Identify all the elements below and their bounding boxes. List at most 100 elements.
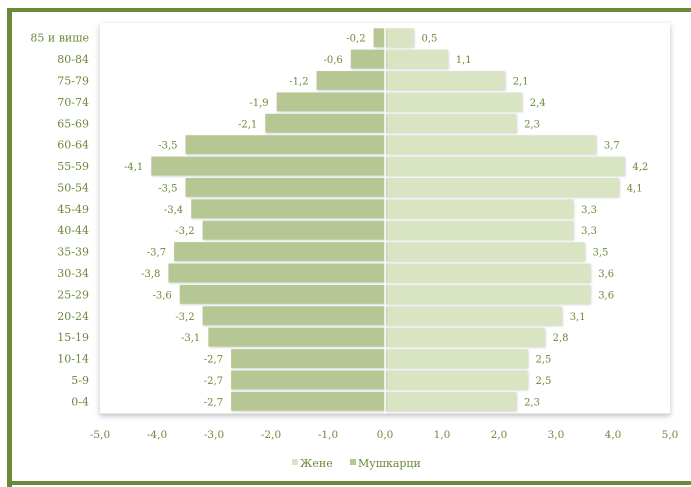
male-bar <box>202 306 385 326</box>
male-data-label: -0,6 <box>324 55 343 66</box>
x-tick-label: -2,0 <box>261 429 281 441</box>
female-bar <box>385 306 562 326</box>
female-data-label: 2,3 <box>524 397 540 408</box>
female-bar <box>385 113 517 133</box>
legend-label: Мушкарци <box>358 457 421 470</box>
x-tick-label: 3,0 <box>548 429 565 441</box>
male-data-label: -2,7 <box>204 355 223 366</box>
male-bar <box>202 220 385 240</box>
male-bar <box>191 199 385 219</box>
male-data-label: -3,4 <box>164 205 183 216</box>
x-tick-label: 2,0 <box>491 429 508 441</box>
female-bar <box>385 391 517 411</box>
male-bar <box>231 370 385 390</box>
male-data-label: -2,7 <box>204 376 223 387</box>
x-tick-label: 5,0 <box>662 429 679 441</box>
x-tick-label: -1,0 <box>318 429 338 441</box>
male-data-label: -3,5 <box>158 141 177 152</box>
category-label: 10-14 <box>57 353 89 366</box>
male-bar <box>231 349 385 368</box>
x-tick-label: 1,0 <box>434 429 451 441</box>
category-label: 80-84 <box>57 53 89 66</box>
female-bar <box>385 220 574 240</box>
category-label: 70-74 <box>57 96 89 109</box>
female-bar <box>385 92 522 112</box>
category-label: 65-69 <box>57 117 89 130</box>
category-label: 5-9 <box>71 374 89 387</box>
legend-swatch <box>350 459 356 465</box>
male-bar <box>179 284 385 304</box>
male-bar <box>231 391 385 411</box>
male-data-label: -3,8 <box>141 269 160 280</box>
female-bar <box>385 284 591 304</box>
legend-swatch <box>292 459 298 465</box>
female-data-label: 0,5 <box>422 34 438 45</box>
male-data-label: -2,1 <box>238 119 257 130</box>
male-bar <box>350 49 385 69</box>
male-bar <box>174 242 385 261</box>
x-tick-label: -3,0 <box>204 429 224 441</box>
category-label: 85 и више <box>30 32 89 45</box>
category-label: 20-24 <box>57 310 89 323</box>
female-bar <box>385 370 528 390</box>
category-label: 45-49 <box>57 203 89 216</box>
x-tick-label: 4,0 <box>605 429 622 441</box>
female-data-label: 2,1 <box>513 76 529 87</box>
chart-frame-bottom <box>7 481 691 485</box>
male-bar <box>373 28 385 48</box>
category-label: 55-59 <box>57 160 89 173</box>
female-bar <box>385 263 591 283</box>
female-data-label: 4,2 <box>632 162 648 173</box>
female-bar <box>385 327 545 347</box>
x-tick-label: -5,0 <box>90 429 110 441</box>
male-bar <box>265 113 385 133</box>
female-bar <box>385 135 596 155</box>
male-data-label: -1,2 <box>289 76 308 87</box>
category-label: 30-34 <box>57 267 89 280</box>
female-data-label: 2,8 <box>553 333 569 344</box>
male-data-label: -0,2 <box>346 34 365 45</box>
female-data-label: 2,4 <box>530 98 546 109</box>
male-bar <box>276 92 385 112</box>
female-data-label: 2,5 <box>536 355 552 366</box>
female-data-label: 3,5 <box>593 248 609 259</box>
male-bar <box>151 156 385 176</box>
female-data-label: 3,7 <box>604 141 620 152</box>
female-data-label: 3,6 <box>598 269 614 280</box>
male-data-label: -3,2 <box>175 312 194 323</box>
male-bar <box>208 327 385 347</box>
female-data-label: 2,3 <box>524 119 540 130</box>
female-bar <box>385 156 625 176</box>
female-data-label: 3,6 <box>598 290 614 301</box>
female-data-label: 3,1 <box>570 312 586 323</box>
category-label: 40-44 <box>57 224 89 237</box>
legend-label: Жене <box>300 457 333 470</box>
male-data-label: -4,1 <box>124 162 143 173</box>
female-bar <box>385 242 585 261</box>
category-label: 35-39 <box>57 246 89 259</box>
female-bar <box>385 199 574 219</box>
male-bar <box>185 135 385 155</box>
female-bar <box>385 178 619 197</box>
female-data-label: 3,3 <box>581 226 597 237</box>
category-label: 15-19 <box>57 331 89 344</box>
x-tick-label: -4,0 <box>147 429 167 441</box>
male-data-label: -3,6 <box>153 290 172 301</box>
female-bar <box>385 71 505 90</box>
category-label: 0-4 <box>71 395 89 408</box>
male-data-label: -3,2 <box>175 226 194 237</box>
category-label: 75-79 <box>57 74 89 87</box>
x-tick-label: 0,0 <box>377 429 394 441</box>
male-bar <box>316 71 385 90</box>
male-data-label: -3,7 <box>147 248 166 259</box>
female-bar <box>385 28 414 48</box>
female-bar <box>385 49 448 69</box>
female-data-label: 4,1 <box>627 183 643 194</box>
category-label: 60-64 <box>57 139 89 152</box>
female-data-label: 3,3 <box>581 205 597 216</box>
female-data-label: 2,5 <box>536 376 552 387</box>
category-label: 50-54 <box>57 181 89 194</box>
male-data-label: -3,5 <box>158 183 177 194</box>
male-bar <box>168 263 385 283</box>
